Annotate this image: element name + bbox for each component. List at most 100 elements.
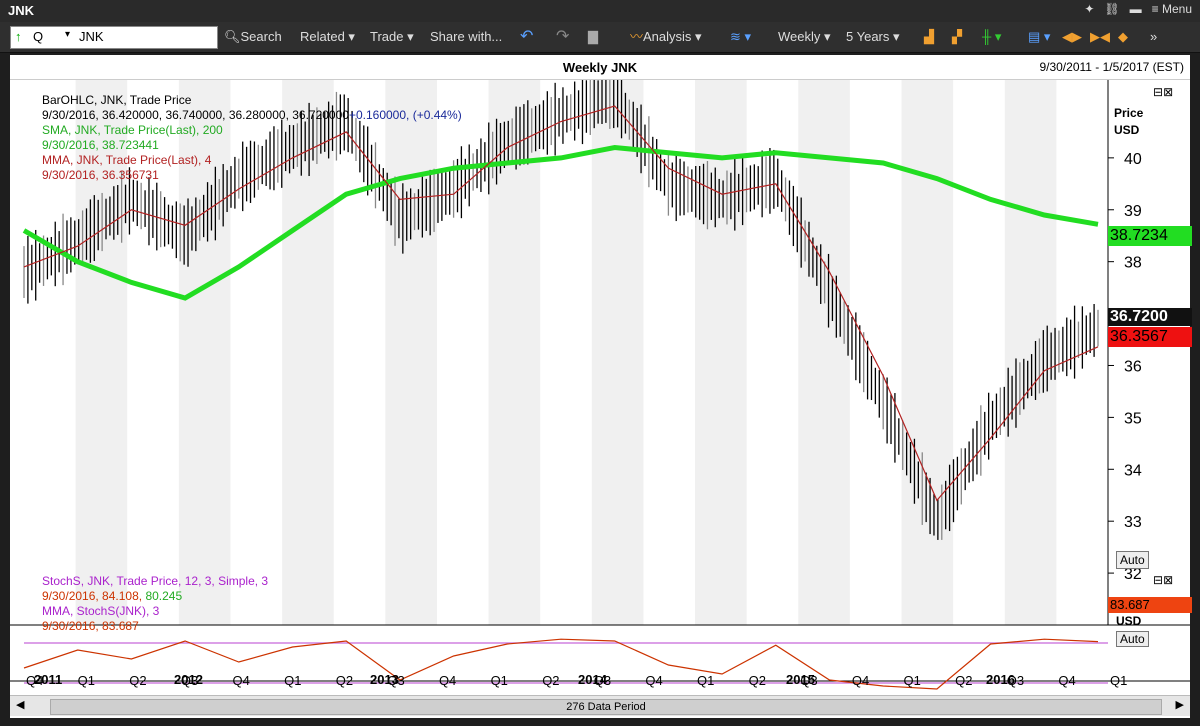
restore-osc-icon[interactable]: ⊟ bbox=[1153, 573, 1164, 587]
chart-window: Weekly JNK 9/30/2011 - 1/5/2017 (EST) 32… bbox=[10, 55, 1192, 718]
y-tick-label: 38 bbox=[1124, 255, 1142, 272]
close-osc-icon[interactable]: ⊠ bbox=[1163, 573, 1174, 587]
frequency-label: Weekly bbox=[778, 29, 821, 44]
x-quarter-label: Q3 bbox=[594, 673, 611, 688]
zoom-icon[interactable]: ▶◀ bbox=[1090, 29, 1110, 44]
link-icon[interactable]: ⛓ bbox=[1104, 2, 1120, 16]
quarter-band bbox=[591, 80, 644, 625]
x-quarter-label: Q4 bbox=[232, 673, 249, 688]
legend-stoch-signal: 80.245 bbox=[145, 589, 183, 603]
legend-change: +0.160000, (+0.44%) bbox=[348, 108, 462, 122]
time-scrollbar[interactable]: ◀ 276 Data Period ▶ bbox=[10, 695, 1190, 716]
quarter-band bbox=[798, 80, 850, 625]
quarter-band bbox=[282, 80, 334, 625]
restore-pane-icon[interactable]: ⊟ bbox=[1153, 85, 1164, 99]
x-quarter-label: Q2 bbox=[749, 673, 766, 688]
search-label: Search bbox=[240, 29, 282, 44]
indicator-icon[interactable]: ≋ ▾ bbox=[730, 29, 752, 44]
year-label: 2014 bbox=[578, 672, 607, 687]
y-tick-label: 36 bbox=[1124, 358, 1142, 375]
y-tick-label: 32 bbox=[1124, 566, 1142, 583]
up-arrow-icon: ↑ bbox=[15, 29, 22, 44]
y-tick-label: 40 bbox=[1124, 151, 1142, 168]
sma-200-line bbox=[22, 144, 1099, 301]
x-quarter-label: Q2 bbox=[542, 673, 559, 688]
data-period-label: 276 Data Period bbox=[566, 701, 646, 713]
chart-header: Weekly JNK 9/30/2011 - 1/5/2017 (EST) bbox=[10, 55, 1190, 80]
more-icon[interactable]: » bbox=[1150, 29, 1158, 44]
frequency-select[interactable]: Weekly ▾ bbox=[778, 29, 831, 44]
range-label: 5 Years bbox=[846, 29, 890, 44]
x-quarter-label: Q3 bbox=[800, 673, 817, 688]
chevron-down-icon[interactable]: ▾ bbox=[65, 29, 71, 40]
range-select[interactable]: 5 Years ▾ bbox=[846, 29, 900, 44]
x-quarter-label: Q2 bbox=[336, 673, 353, 688]
window-titlebar: JNK ✦ ⛓ ▬ ≡ Menu bbox=[0, 0, 1200, 22]
search-button[interactable]: 🔍︎Search bbox=[224, 26, 282, 48]
osc-pane-controls[interactable]: ⊟⊠ bbox=[1153, 573, 1173, 587]
pane-controls[interactable]: ⊟⊠ bbox=[1153, 85, 1173, 99]
year-label: 2013 bbox=[370, 672, 399, 687]
toolbar: ↑ Q ▾ JNK 🔍︎Search Related ▾ Trade ▾ Sha… bbox=[0, 22, 1200, 53]
legend-stoch: StochS, JNK, Trade Price, 12, 3, Simple,… bbox=[42, 574, 269, 588]
legend-mma: MMA, JNK, Trade Price(Last), 4 bbox=[42, 153, 212, 167]
scroll-left-arrow-icon[interactable]: ◀ bbox=[16, 699, 25, 711]
x-quarter-label: Q2 bbox=[955, 673, 972, 688]
auto-scale-button[interactable]: Auto bbox=[1116, 551, 1149, 569]
analysis-menu[interactable]: 〰Analysis ▾ bbox=[630, 29, 702, 44]
close-pane-icon[interactable]: ⊠ bbox=[1163, 85, 1174, 99]
menu-button[interactable]: ≡ Menu bbox=[1151, 2, 1192, 16]
chart-style-icon[interactable]: ▟ bbox=[924, 29, 934, 44]
symbol-input[interactable]: JNK bbox=[79, 29, 104, 44]
legend-stoch-mma-value: 9/30/2016, 83.687 bbox=[42, 619, 139, 633]
scroll-thumb[interactable]: 276 Data Period bbox=[50, 699, 1162, 715]
year-label: 2016 bbox=[986, 672, 1015, 687]
expand-icon[interactable]: ◆ bbox=[1118, 29, 1128, 44]
related-menu[interactable]: Related ▾ bbox=[300, 29, 355, 44]
legend-sma: SMA, JNK, Trade Price(Last), 200 bbox=[42, 123, 223, 137]
last-price-badge: 36.7200 bbox=[1108, 308, 1192, 326]
compare-icon[interactable]: ▞ bbox=[952, 29, 962, 44]
x-quarter-label: Q1 bbox=[491, 673, 508, 688]
folder-icon[interactable]: ▇ bbox=[588, 29, 598, 44]
redo-icon[interactable]: ↷ bbox=[556, 28, 570, 45]
price-axis-header: Price USD bbox=[1114, 105, 1143, 139]
menu-label: Menu bbox=[1161, 2, 1192, 16]
price-legend: BarOHLC, JNK, Trade Price 9/30/2016, 36.… bbox=[42, 93, 462, 183]
scroll-right-arrow-icon[interactable]: ▶ bbox=[1175, 699, 1184, 711]
legend-stoch-mma: MMA, StochS(JNK), 3 bbox=[42, 604, 160, 618]
x-quarter-label: Q1 bbox=[284, 673, 301, 688]
minimize-icon[interactable]: ▬ bbox=[1129, 2, 1142, 16]
layout-icon[interactable]: ▤ ▾ bbox=[1028, 29, 1051, 44]
osc-auto-button[interactable]: Auto bbox=[1116, 631, 1149, 647]
trade-label: Trade bbox=[370, 29, 404, 44]
osc-legend: StochS, JNK, Trade Price, 12, 3, Simple,… bbox=[42, 574, 268, 634]
x-quarter-label: Q3 bbox=[1007, 673, 1024, 688]
legend-ohlc-values: 9/30/2016, 36.420000, 36.740000, 36.2800… bbox=[42, 108, 349, 122]
x-quarter-label: Q1 bbox=[697, 673, 714, 688]
legend-stoch-value: 9/30/2016, 84.108, bbox=[42, 589, 143, 603]
osc-currency: USD bbox=[1116, 614, 1142, 628]
stoch-line bbox=[23, 638, 1099, 690]
quarter-band bbox=[178, 80, 231, 625]
quarter-band bbox=[695, 80, 747, 625]
symbol-prefix: Q bbox=[33, 29, 44, 44]
analysis-label: Analysis bbox=[643, 29, 692, 44]
y-tick-label: 35 bbox=[1124, 410, 1142, 427]
year-label: 2012 bbox=[174, 672, 203, 687]
y-tick-label: 34 bbox=[1124, 462, 1142, 479]
drawing-icon[interactable]: ╫ ▾ bbox=[982, 29, 1002, 44]
undo-icon[interactable]: ↶ bbox=[520, 28, 534, 45]
symbol-box[interactable]: ↑ Q ▾ JNK bbox=[10, 26, 218, 49]
x-quarter-label: Q4 bbox=[852, 673, 869, 688]
x-quarter-label: Q1 bbox=[1110, 673, 1127, 688]
quarter-band bbox=[901, 80, 954, 625]
pin-icon[interactable]: ✦ bbox=[1084, 2, 1095, 16]
related-label: Related bbox=[300, 29, 345, 44]
legend-mma-value: 9/30/2016, 36.356731 bbox=[42, 168, 159, 182]
quarter-band bbox=[75, 80, 128, 625]
trade-menu[interactable]: Trade ▾ bbox=[370, 29, 414, 44]
scroll-left-icon[interactable]: ◀▶ bbox=[1062, 29, 1082, 44]
price-chart[interactable]: 323334353637383940 Q4Q1Q2Q3Q4Q1Q2Q3Q4Q1Q… bbox=[10, 80, 1190, 695]
share-menu[interactable]: Share with... bbox=[430, 26, 502, 48]
